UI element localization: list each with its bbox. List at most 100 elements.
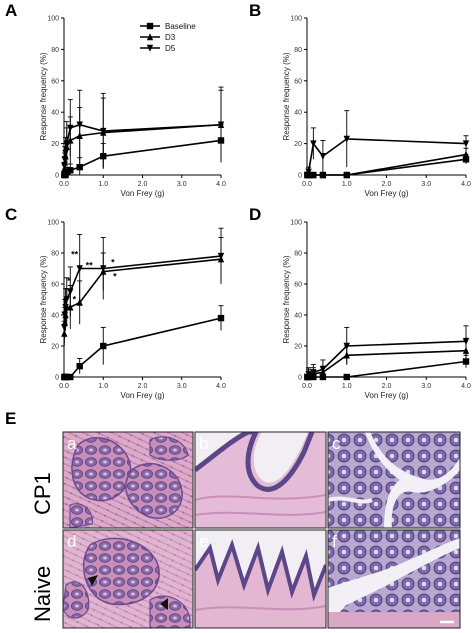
panel-letter-c: C <box>5 205 17 224</box>
data-point-baseline <box>217 314 225 322</box>
x-tick-label: 4.0 <box>216 181 226 188</box>
y-tick-label: 20 <box>294 141 302 148</box>
panel-letter-d: D <box>249 205 261 224</box>
chart-panel-d: 0 20 40 60 80 100 0.0 1.0 2.0 3.0 4.0 Von Frey (g) R… <box>282 220 471 401</box>
x-tick-label: 0.0 <box>302 383 312 390</box>
y-tick-label: 20 <box>51 141 59 148</box>
data-point-baseline <box>67 373 74 381</box>
y-tick-label: 0 <box>55 173 59 180</box>
x-tick-label: 3.0 <box>177 383 187 390</box>
data-point-baseline <box>146 22 154 30</box>
x-tick-label: 0.0 <box>302 181 312 188</box>
data-point-d3 <box>462 150 470 158</box>
x-tick-label: 0.0 <box>59 181 69 188</box>
x-tick-label: 3.0 <box>421 383 431 390</box>
x-tick-label: 2.0 <box>382 181 392 188</box>
series-line-baseline <box>307 158 467 176</box>
data-point-d5 <box>343 135 350 143</box>
data-point-d3 <box>310 171 317 179</box>
y-tick-label: 0 <box>298 173 302 180</box>
data-point-d5 <box>62 304 69 312</box>
data-point-baseline <box>76 362 83 370</box>
data-point-d5 <box>67 288 74 296</box>
x-tick-label: 1.0 <box>342 383 352 390</box>
data-point-d5 <box>462 140 470 148</box>
data-point-d5 <box>305 168 312 176</box>
y-tick-label: 60 <box>51 282 59 289</box>
series-line-d3 <box>63 123 222 169</box>
series-line-baseline <box>64 317 222 378</box>
y-tick-label: 80 <box>51 47 59 54</box>
data-point-d5 <box>61 324 68 332</box>
data-point-baseline <box>67 167 74 174</box>
legend-label-d3: D3 <box>165 33 176 42</box>
data-point-baseline <box>63 373 70 381</box>
arrowhead-marker <box>88 575 98 586</box>
y-tick-label: 60 <box>294 282 302 289</box>
y-tick-label: 20 <box>51 344 59 351</box>
significance-marker: ** <box>86 261 94 271</box>
data-point-d5 <box>343 342 350 350</box>
y-tick-label: 100 <box>290 16 302 23</box>
data-point-d5 <box>462 338 470 346</box>
legend-label-baseline: Baseline <box>165 22 196 31</box>
chart-panel-c: 0 20 40 60 80 100 0.0 1.0 2.0 3.0 4.0 Von Frey (g) R… <box>39 220 226 401</box>
data-point-baseline <box>76 163 83 171</box>
x-tick-label: 0.0 <box>59 383 69 390</box>
data-point-d5 <box>100 127 107 135</box>
y-axis-label: Response frequency (%) <box>282 255 291 343</box>
data-point-d3 <box>319 171 327 179</box>
image-letter-a: a <box>67 434 77 453</box>
y-tick-label: 20 <box>294 344 302 351</box>
x-axis-label: Von Frey (g) <box>364 391 408 400</box>
chart-panel-a: 0 20 40 60 80 100 0.0 1.0 2.0 3.0 4.0 Von Frey (g) R… <box>39 16 226 199</box>
panel-letter-e: E <box>5 409 16 428</box>
x-tick-label: 1.0 <box>342 181 352 188</box>
y-tick-label: 0 <box>55 375 59 382</box>
series-line-d3 <box>307 153 467 176</box>
panel-letter-b: B <box>249 1 261 20</box>
x-tick-label: 3.0 <box>421 181 431 188</box>
row-label-naive: Naive <box>30 566 55 622</box>
series-line-d5 <box>63 123 222 166</box>
histology-image-d <box>63 530 193 628</box>
series-line-baseline <box>64 139 222 176</box>
significance-marker: * <box>67 276 71 286</box>
data-point-d5 <box>62 149 69 157</box>
image-letter-f: f <box>332 532 337 551</box>
significance-marker: * <box>73 295 77 305</box>
y-tick-label: 80 <box>294 47 302 54</box>
data-point-d5 <box>310 369 317 377</box>
x-tick-label: 2.0 <box>138 383 148 390</box>
histology-image-a <box>63 432 193 528</box>
legend-label-d5: D5 <box>165 44 176 53</box>
y-tick-label: 100 <box>47 220 59 227</box>
y-tick-label: 100 <box>290 220 302 227</box>
significance-marker: * <box>113 271 117 281</box>
data-point-d5 <box>63 296 70 304</box>
x-tick-label: 1.0 <box>98 181 108 188</box>
significance-marker: ** <box>71 250 79 260</box>
x-tick-label: 4.0 <box>461 383 471 390</box>
image-letter-b: b <box>199 434 208 453</box>
y-axis-label: Response frequency (%) <box>282 52 291 140</box>
data-point-baseline <box>100 342 107 350</box>
significance-marker: * <box>111 257 115 267</box>
y-tick-label: 40 <box>51 313 59 320</box>
x-tick-label: 3.0 <box>177 181 187 188</box>
x-tick-label: 2.0 <box>382 383 392 390</box>
data-point-d3 <box>146 33 154 41</box>
image-letter-d: d <box>67 532 76 551</box>
y-tick-label: 100 <box>47 16 59 23</box>
histology-image-c <box>328 432 460 528</box>
panel-letter-a: A <box>5 1 17 20</box>
y-axis-label: Response frequency (%) <box>39 52 48 140</box>
data-point-d5 <box>100 265 107 273</box>
series-line-baseline <box>307 360 467 378</box>
data-point-d5 <box>146 44 154 52</box>
y-tick-label: 80 <box>51 251 59 258</box>
data-point-d5 <box>305 370 312 378</box>
data-point-d5 <box>61 162 68 170</box>
y-tick-label: 0 <box>298 375 302 382</box>
